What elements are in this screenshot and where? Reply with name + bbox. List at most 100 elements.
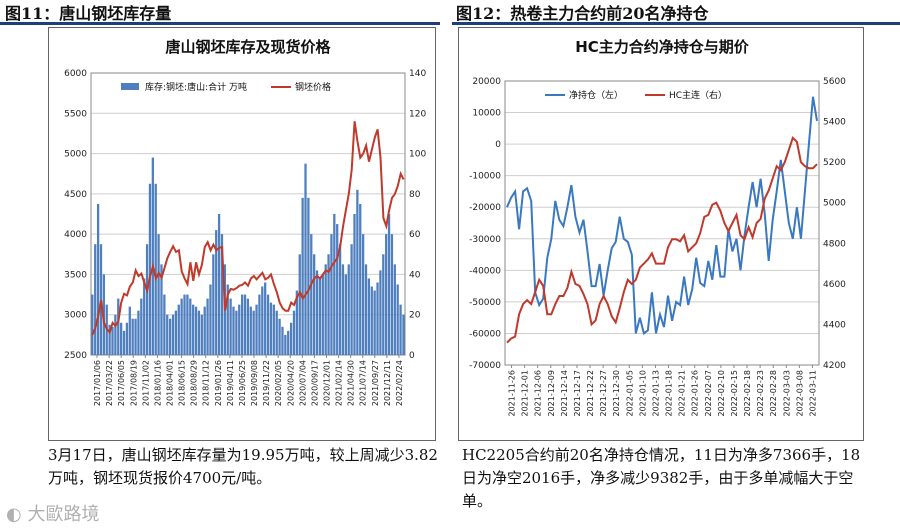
bar <box>232 306 235 355</box>
legend-swatch <box>121 83 139 90</box>
y-left-tick-label: 3000 <box>64 311 87 321</box>
bar <box>255 304 258 355</box>
y-right-tick-label: 60 <box>409 230 421 240</box>
x-tick-label: 2019/06/25 <box>238 360 247 406</box>
bar <box>350 244 353 355</box>
bar <box>324 264 327 355</box>
y-right-tick-label: 4200 <box>823 361 846 371</box>
y-left-tick-label: -10000 <box>469 172 501 182</box>
legend-label: HC主连（右） <box>669 89 727 101</box>
y-left-tick-label: -30000 <box>469 235 501 245</box>
x-tick-label: 2020/02/05 <box>274 360 283 406</box>
x-tick-label: 2022-02-18 <box>743 370 752 417</box>
bar <box>203 306 206 355</box>
x-tick-label: 2017/06/05 <box>117 360 126 406</box>
watermark-mark-icon: ◐ <box>6 504 22 525</box>
x-tick-label: 2021-12-30 <box>612 370 621 417</box>
x-tick-label: 2022-01-13 <box>651 370 660 417</box>
x-tick-label: 2022-01-21 <box>678 370 687 417</box>
y-right-tick-label: 4400 <box>823 320 846 330</box>
bar <box>189 298 192 355</box>
bar <box>168 318 172 355</box>
y-right-tick-label: 40 <box>409 270 421 280</box>
plot-area-border <box>504 80 820 366</box>
x-tick-label: 2022-03-03 <box>782 370 791 417</box>
y-left-tick-label: -70000 <box>469 361 501 371</box>
x-tick-label: 2021-12-27 <box>599 370 608 417</box>
bar <box>258 294 261 355</box>
bar <box>261 286 264 355</box>
bar <box>364 264 368 355</box>
y-right-tick-label: 0 <box>409 351 415 361</box>
bar <box>318 278 322 355</box>
bar <box>160 264 163 355</box>
bar <box>327 254 330 355</box>
bar <box>114 314 117 355</box>
bar <box>186 294 189 355</box>
y-right-tick-label: 80 <box>409 190 421 200</box>
series-line <box>506 96 818 336</box>
bar <box>140 298 143 355</box>
y-left-tick-label: 3500 <box>64 270 87 280</box>
bar <box>304 163 307 355</box>
x-tick-label: 2022-01-26 <box>691 370 700 417</box>
bar <box>321 274 324 355</box>
y-left-tick-label: 10000 <box>472 109 501 119</box>
bar <box>344 274 347 355</box>
bar <box>246 298 250 355</box>
bar <box>310 234 313 355</box>
bar <box>183 294 186 355</box>
bar <box>212 254 215 355</box>
bar <box>200 314 203 355</box>
x-tick-label: 2021-12-06 <box>534 370 543 417</box>
bar <box>194 306 198 355</box>
bar <box>180 298 183 355</box>
caption-right: HC2205合约前20名净持仓情况，11日为净多7366手，18日为净空2016… <box>462 446 861 510</box>
stock-price-chart: 唐山钢坯库存及现货价格 2500 3000 3500 4000 4500 5000 5500 6… <box>64 38 426 406</box>
y-left-tick-label: -40000 <box>469 266 501 276</box>
x-tick-label: 2022-02-15 <box>730 370 739 417</box>
bar <box>359 203 362 355</box>
y-left-tick-label: 0 <box>495 140 501 150</box>
y-left-tick-label: 5000 <box>64 150 87 160</box>
y-right-tick-label: 5600 <box>823 77 846 87</box>
bar <box>243 294 247 355</box>
chart-panel-right: HC主力合约净持仓与期价 -70000 -60000 -50000 -40000 -300… <box>458 27 864 441</box>
x-tick-label: 2021/09/27 <box>371 360 380 406</box>
bar <box>281 326 284 355</box>
bar <box>192 304 195 355</box>
bar <box>289 322 293 355</box>
bar <box>373 290 376 355</box>
x-tick-label: 2021-12-17 <box>573 370 582 417</box>
y-left-tick-label: 6000 <box>64 69 87 79</box>
x-tick-label: 2022-03-11 <box>808 370 817 417</box>
bar <box>120 322 123 355</box>
x-tick-label: 2020/12/01 <box>323 360 332 406</box>
x-tick-label: 2021/12/11 <box>383 360 392 406</box>
y-right-tick-label: 5400 <box>823 118 846 128</box>
bar <box>266 294 270 355</box>
legend-label: 库存:钢坯:唐山:合计 万吨 <box>145 81 247 93</box>
bar <box>275 310 278 355</box>
y-left-tick-label: -50000 <box>469 298 501 308</box>
bar <box>91 294 94 355</box>
x-tick-label: 2022-02-10 <box>717 370 726 417</box>
bar <box>96 203 100 355</box>
bar <box>217 214 221 355</box>
bar <box>128 306 131 355</box>
bar <box>166 314 169 355</box>
y-right-tick-label: 140 <box>409 69 426 79</box>
bar <box>330 234 333 355</box>
y-right-tick-label: 5200 <box>823 158 846 168</box>
bar <box>333 214 336 355</box>
bar <box>151 157 154 355</box>
bar <box>163 294 166 355</box>
bar <box>206 298 209 355</box>
x-tick-label: 2018/06/15 <box>178 360 187 406</box>
bar <box>298 254 301 355</box>
y-right-tick-label: 20 <box>409 311 421 321</box>
bar <box>353 214 356 355</box>
bar <box>249 306 252 355</box>
x-tick-label: 2022-03-08 <box>795 370 804 417</box>
x-tick-label: 2017/11/02 <box>141 360 150 406</box>
